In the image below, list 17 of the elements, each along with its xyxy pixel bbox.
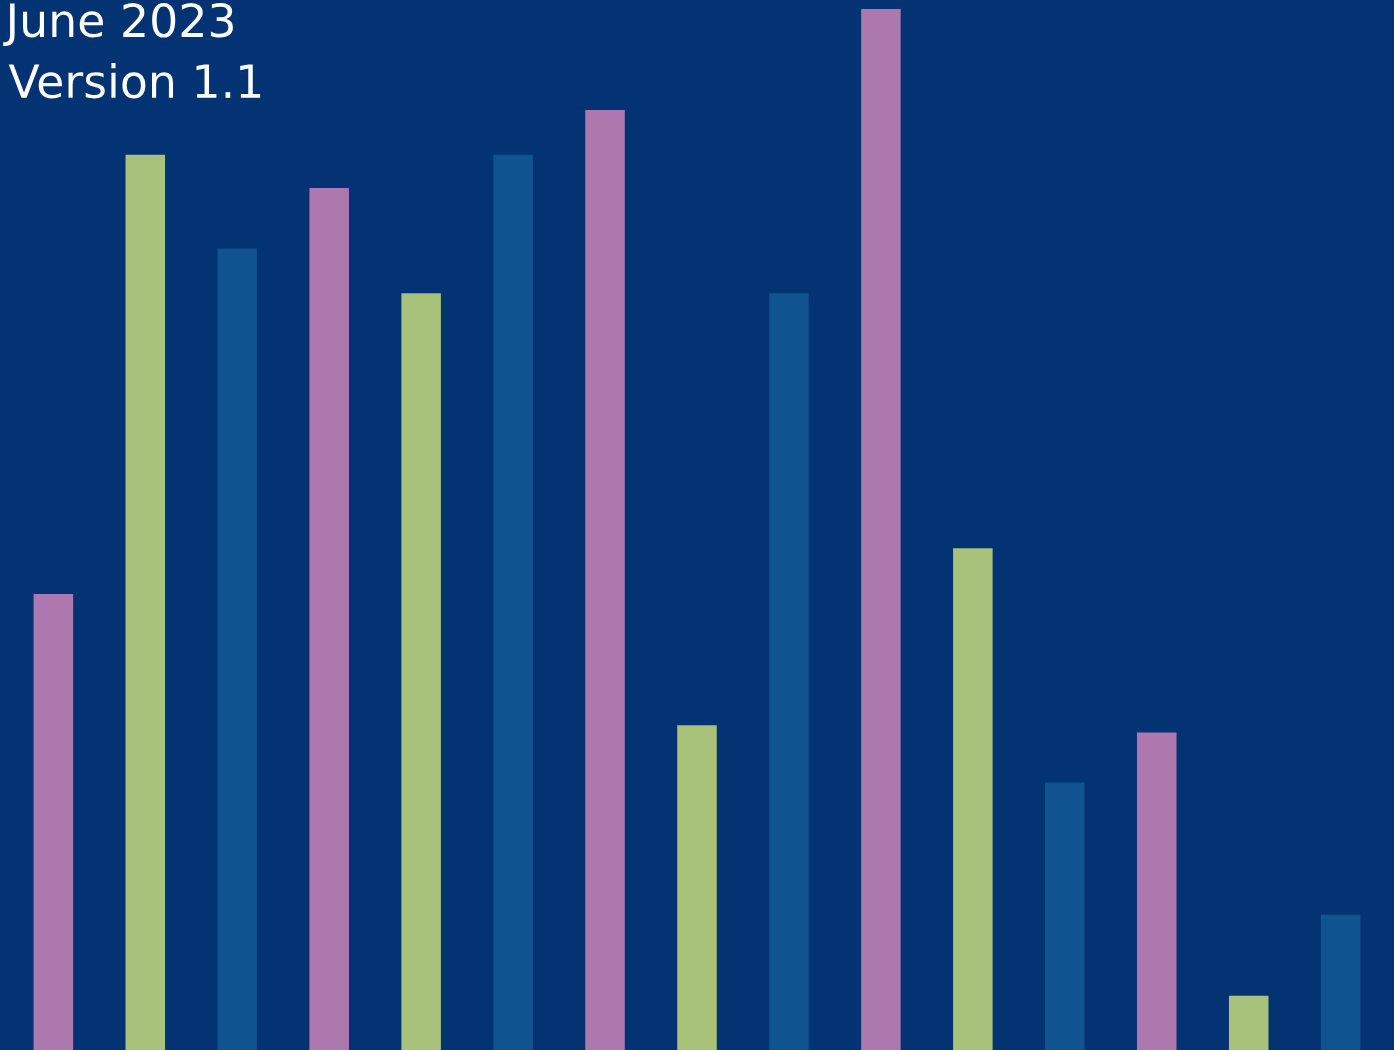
bar	[585, 109, 625, 1050]
bar	[953, 548, 993, 1050]
bar	[401, 293, 441, 1050]
bar	[33, 594, 74, 1050]
bar	[677, 725, 717, 1050]
bar	[769, 293, 809, 1050]
text: Version 1.1	[8, 63, 261, 99]
bar	[1136, 732, 1177, 1050]
bar	[217, 248, 258, 1050]
bar	[125, 154, 166, 1050]
bar	[309, 188, 349, 1050]
chart-title: June 2023	[3, 2, 233, 47]
bar	[493, 154, 533, 1050]
bar	[861, 9, 901, 1050]
bar	[1228, 995, 1269, 1050]
bar	[1045, 782, 1085, 1050]
bar	[1320, 914, 1361, 1050]
